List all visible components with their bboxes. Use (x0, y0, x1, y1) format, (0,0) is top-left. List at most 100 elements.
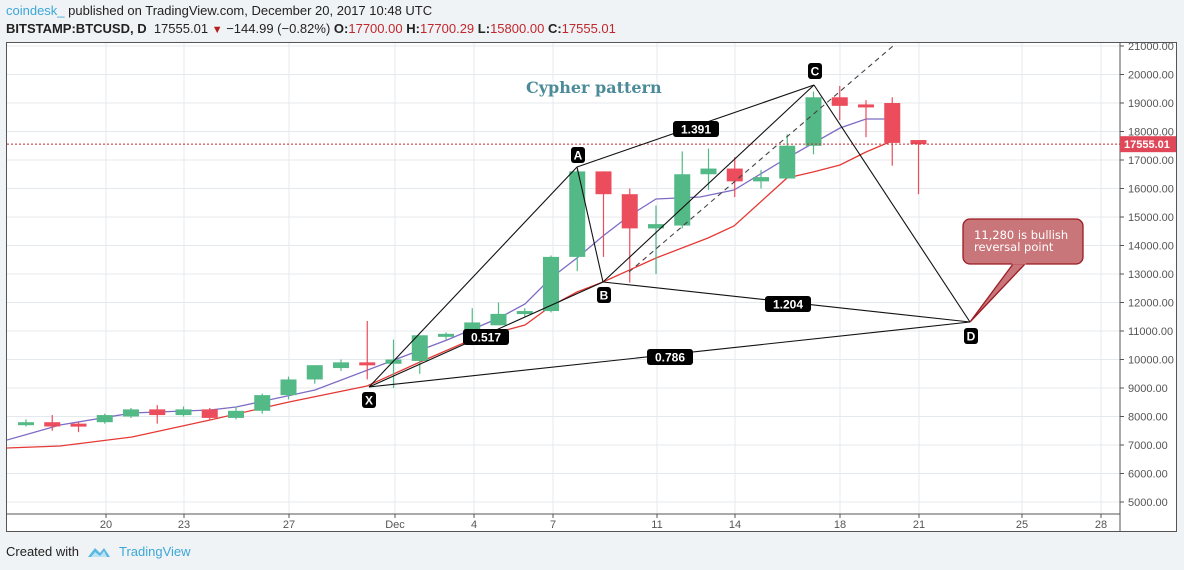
y-tick-label: 14000.00 (1128, 241, 1174, 253)
callout-text: 11,280 is bullish (974, 228, 1068, 242)
pattern-point-a (571, 147, 585, 163)
y-tick-label: 8000.00 (1128, 412, 1168, 424)
x-tick-label: 14 (729, 519, 741, 531)
y-tick-label: 7000.00 (1128, 440, 1168, 452)
close-label: C: (547, 21, 562, 36)
y-tick-label: 13000.00 (1128, 269, 1174, 281)
last-price-badge (1120, 136, 1176, 153)
svg-text:X: X (365, 394, 373, 408)
candle (280, 379, 297, 396)
author-link[interactable]: coindesk_ (6, 3, 65, 18)
x-tick-label: 18 (834, 519, 846, 531)
svg-text:D: D (967, 330, 976, 344)
x-tick-label: 7 (550, 519, 556, 531)
candle (726, 168, 743, 182)
pattern-point-x (362, 392, 376, 408)
svg-text:1.204: 1.204 (773, 298, 803, 312)
y-tick-label: 18000.00 (1128, 127, 1174, 139)
tradingview-link[interactable]: TradingView (118, 544, 191, 559)
candle (831, 97, 848, 106)
candle (18, 422, 34, 426)
svg-text:0.517: 0.517 (471, 331, 501, 345)
x-tick-label: 21 (913, 519, 925, 531)
candle (569, 171, 586, 257)
candle (621, 194, 638, 229)
open-value: 17700.00 (348, 21, 403, 36)
candle (910, 140, 927, 145)
x-tick-label: 23 (178, 519, 190, 531)
x-tick-label: 27 (283, 519, 295, 531)
pattern-point-b (597, 287, 611, 303)
callout-pointer (969, 263, 1027, 323)
last-price-badge-label: 17555.01 (1124, 139, 1170, 151)
svg-text:B: B (600, 289, 609, 303)
ratio-label-xd (647, 349, 693, 365)
candle (411, 335, 428, 361)
candle (228, 410, 244, 418)
x-tick-label: 20 (100, 519, 112, 531)
svg-text:0.786: 0.786 (655, 351, 685, 365)
ratio-label-xb (463, 329, 509, 345)
y-tick-label: 5000.00 (1128, 497, 1168, 509)
candle (254, 395, 271, 411)
candle (175, 409, 192, 416)
candle (201, 409, 218, 418)
x-tick-label: 25 (1016, 519, 1028, 531)
pattern-title: Cypher pattern (526, 78, 662, 97)
ratio-label-bd (765, 296, 811, 312)
candle (674, 174, 691, 226)
candle (858, 104, 874, 108)
ratio-label-ac (673, 121, 719, 137)
y-tick-label: 11000.00 (1128, 326, 1173, 338)
candle (648, 224, 664, 229)
candle (884, 103, 901, 143)
candle (149, 409, 166, 416)
low-value: 15800.00 (490, 21, 545, 36)
candle (543, 256, 559, 312)
x-tick-label: 28 (1095, 519, 1107, 531)
candle (70, 423, 87, 427)
candle (490, 313, 507, 326)
y-tick-label: 20000.00 (1128, 70, 1174, 82)
candle (123, 409, 139, 417)
high-value: 17700.29 (419, 21, 475, 36)
symbol-legend: BITSTAMP:BTCUSD, D 17555.01 ▼ −144.99 (−… (6, 21, 616, 36)
svg-text:reversal point: reversal point (974, 240, 1054, 254)
candle (700, 168, 717, 175)
candle (306, 365, 323, 380)
y-tick-label: 16000.00 (1128, 184, 1174, 196)
candle (44, 422, 61, 427)
candle (359, 362, 376, 366)
candle (438, 333, 454, 337)
candle (779, 145, 796, 179)
x-tick-label: Dec (385, 519, 405, 531)
y-tick-label: 12000.00 (1128, 298, 1174, 310)
y-tick-label: 10000.00 (1128, 355, 1174, 367)
footer: Created with TradingView (6, 544, 191, 559)
candle (333, 362, 349, 369)
publish-info: coindesk_ published on TradingView.com, … (6, 3, 432, 18)
published-text: published on TradingView.com, December 2… (64, 3, 433, 18)
x-tick-label: 11 (651, 519, 662, 531)
candle (516, 311, 533, 315)
pattern-point-d (964, 328, 978, 344)
down-triangle-icon: ▼ (211, 24, 223, 36)
y-tick-label: 15000.00 (1128, 212, 1174, 224)
svg-text:C: C (811, 65, 820, 79)
ma-slow-line (7, 140, 893, 449)
candle (595, 171, 612, 195)
last-price: 17555.01 (153, 21, 209, 36)
pattern-point-c (808, 63, 822, 79)
low-label: L: (477, 21, 491, 36)
candle (96, 415, 113, 423)
price-change: −144.99 (−0.82%) (226, 21, 331, 36)
ma-fast-line (7, 118, 892, 441)
candle (753, 177, 769, 182)
candle (805, 97, 822, 146)
close-value: 17555.01 (561, 21, 616, 36)
y-tick-label: 19000.00 (1128, 98, 1174, 110)
y-tick-label: 9000.00 (1128, 383, 1168, 395)
high-label: H: (406, 21, 420, 36)
svg-text:A: A (574, 149, 583, 163)
